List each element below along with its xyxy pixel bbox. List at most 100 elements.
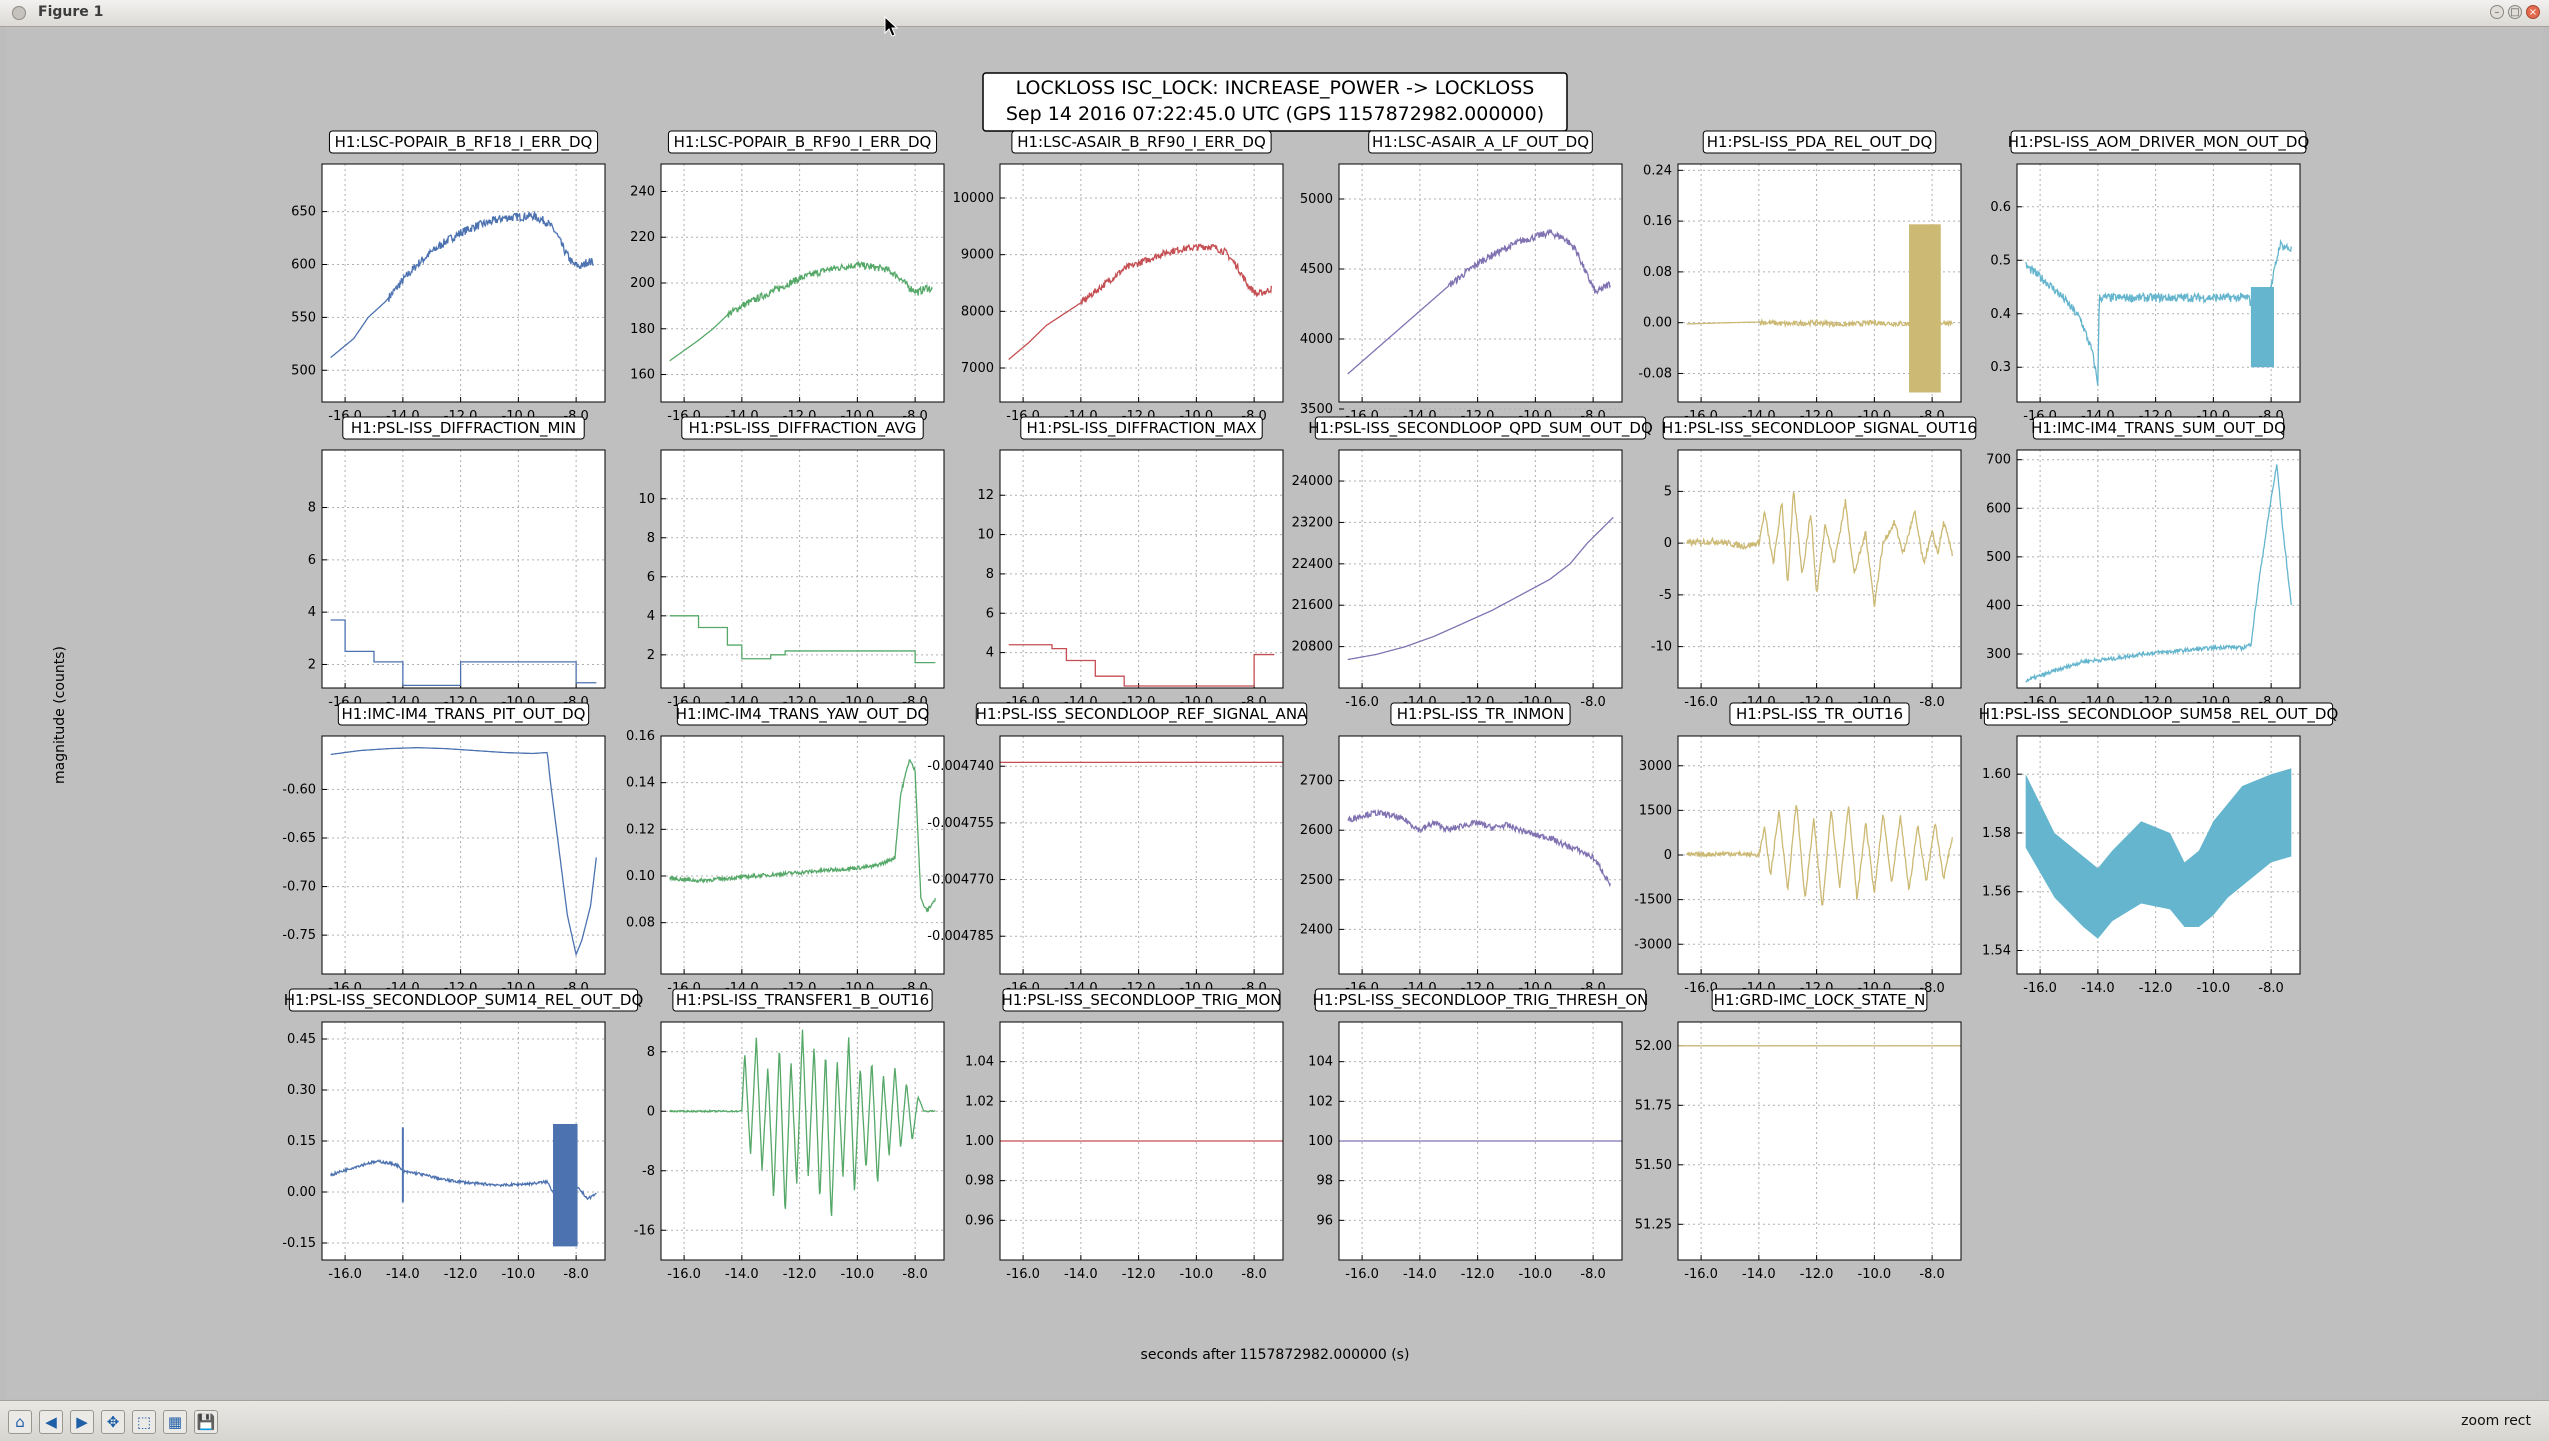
series-group — [1347, 808, 1612, 888]
subplot-title: H1:GRD-IMC_LOCK_STATE_N — [1714, 991, 1926, 1010]
series-group — [2025, 768, 2292, 939]
subplot-title-box — [1314, 416, 1647, 440]
series-line — [669, 1029, 936, 1216]
axes-background — [1339, 736, 1622, 974]
maximize-button[interactable]: □ — [2508, 5, 2522, 19]
series-group — [330, 1124, 597, 1247]
figure-suptitle: LOCKLOSS ISC_LOCK: INCREASE_POWER -> LOC… — [982, 72, 1568, 132]
back-button[interactable]: ◀ — [39, 1410, 63, 1434]
y-tick-label: 10 — [977, 528, 994, 543]
navigation-toolbar: ⌂ ◀ ▶ ✥ ⬚ ▦ 💾 zoom rect — [0, 1400, 2549, 1441]
subplot-title-box — [1983, 702, 2334, 726]
subplot-title-box — [667, 130, 938, 154]
x-tick-label: -12.0 — [444, 1267, 478, 1282]
figure-plot-area: LOCKLOSS ISC_LOCK: INCREASE_POWER -> LOC… — [52, 72, 2338, 1363]
subplot-21: -16.0 -14.0 -12.0 -10.0 -8.0 0.96 0.98 1.00 1.02… — [965, 988, 1284, 1282]
x-tick-label: -16.0 — [1345, 695, 1379, 710]
x-tick-label: -12.0 — [783, 1267, 817, 1282]
series-line — [1347, 516, 1614, 661]
y-tick-label: 0.3 — [1990, 360, 2011, 375]
subplot-title-box — [2010, 130, 2307, 154]
subplot-10: -16.0-14.0-12.0-10.0-8.02080021600224002… — [1292, 416, 1653, 710]
configure-subplots-button[interactable]: ▦ — [163, 1410, 187, 1434]
subplot-16: -16.0-14.0-12.0-10.0-8.02400250026002700… — [1300, 702, 1623, 996]
series-group — [2025, 238, 2292, 386]
subplot-22: -16.0 -14.0 -12.0 -10.0 -8.0 96 98 100 102 104 H1:… — [1308, 988, 1648, 1282]
x-tick-label: -14.0 — [1403, 1267, 1437, 1282]
series-line — [669, 759, 936, 913]
figure-canvas[interactable]: LOCKLOSS ISC_LOCK: INCREASE_POWER -> LOC… — [6, 27, 2543, 1399]
subplot-11: -16.0-14.0-12.0-10.0-8.0-10-505H1:PSL-IS… — [1651, 416, 1977, 710]
subplot-title-box — [1662, 416, 1977, 440]
subplot-title: H1:PSL-ISS_SECONDLOOP_TRIG_MON — [1001, 991, 1281, 1010]
subplot-20: -16.0 -14.0 -12.0 -10.0 -8.0 -16 -8 0 8 H1:PSL-IS… — [634, 988, 945, 1282]
y-tick-label: 0.00 — [287, 1185, 316, 1200]
y-tick-label: -0.65 — [282, 831, 316, 846]
y-tick-label: 6 — [647, 570, 655, 585]
axes-background — [1000, 736, 1283, 974]
subplot-title: H1:LSC-ASAIR_A_LF_OUT_DQ — [1372, 133, 1589, 152]
subplot-19: -16.0 -14.0 -12.0 -10.0 -8.0 -0.15 0.00 0.15 0.3… — [282, 988, 644, 1282]
y-tick-label: 23200 — [1292, 515, 1333, 530]
window-titlebar: Figure 1 – □ × — [0, 0, 2549, 27]
axes-background — [1000, 450, 1283, 688]
y-tick-label: -0.004770 — [927, 873, 994, 888]
subplot-9: -16.0-14.0-12.0-10.0-8.04681012H1:PSL-IS… — [977, 416, 1284, 710]
x-tick-label: -8.0 — [1580, 1267, 1605, 1282]
series-band — [553, 1124, 578, 1247]
axes-frame — [1677, 163, 1962, 403]
axes-frame — [660, 449, 945, 689]
series-line — [1686, 804, 1953, 906]
subplot-title: H1:PSL-ISS_SECONDLOOP_QPD_SUM_OUT_DQ — [1308, 419, 1653, 438]
x-tick-label: -10.0 — [841, 1267, 875, 1282]
y-tick-label: 0.15 — [287, 1134, 316, 1149]
y-tick-label: 4 — [308, 605, 316, 620]
x-tick-label: -10.0 — [2197, 981, 2231, 996]
y-tick-label: 24000 — [1292, 474, 1333, 489]
y-tick-label: 8 — [647, 531, 655, 546]
subplot-title-box — [1002, 988, 1281, 1012]
subplot-title: H1:PSL-ISS_SECONDLOOP_SUM14_REL_OUT_DQ — [284, 991, 644, 1010]
forward-button[interactable]: ▶ — [70, 1410, 94, 1434]
minimize-button[interactable]: – — [2490, 5, 2504, 19]
series-group — [330, 619, 597, 687]
subplot-title-box — [288, 988, 639, 1012]
subplot-title: H1:PSL-ISS_AOM_DRIVER_MON_OUT_DQ — [2008, 133, 2310, 152]
x-tick-label: -16.0 — [1684, 695, 1718, 710]
pan-button[interactable]: ✥ — [101, 1410, 125, 1434]
series-group — [1686, 804, 1953, 906]
axes-frame — [1338, 735, 1623, 975]
zoom-button[interactable]: ⬚ — [132, 1410, 156, 1434]
y-tick-label: 0.16 — [1643, 214, 1672, 229]
axes-frame — [1338, 449, 1623, 689]
y-tick-label: 8 — [647, 1045, 655, 1060]
y-tick-label: 22400 — [1292, 557, 1333, 572]
series-envelope — [2025, 768, 2292, 939]
series-line — [2025, 238, 2292, 386]
subplot-17: -16.0-14.0-12.0-10.0-8.0-3000-1500015003… — [1634, 702, 1962, 996]
series-line — [1347, 228, 1611, 375]
close-button[interactable]: × — [2526, 5, 2540, 19]
x-tick-label: -10.0 — [502, 1267, 536, 1282]
y-tick-label: 0.30 — [287, 1083, 316, 1098]
y-tick-label: 3000 — [1639, 759, 1672, 774]
axes-frame — [2016, 163, 2301, 403]
y-tick-label: 21600 — [1292, 598, 1333, 613]
x-tick-label: -10.0 — [1519, 1267, 1553, 1282]
series-line — [1008, 243, 1273, 360]
subplot-3: -16.0-14.0-12.0-10.0-8.07000800090001000… — [953, 130, 1284, 424]
axes-frame — [999, 449, 1284, 689]
axes-frame — [999, 1021, 1284, 1261]
y-tick-label: 10000 — [953, 191, 994, 206]
save-button[interactable]: 💾 — [194, 1410, 218, 1434]
axes-frame — [1338, 163, 1623, 403]
x-tick-label: -8.0 — [1919, 695, 1944, 710]
y-tick-label: -0.15 — [282, 1236, 316, 1251]
subplot-title: H1:PSL-ISS_SECONDLOOP_SIGNAL_OUT16 — [1662, 419, 1977, 438]
subplot-title: H1:PSL-ISS_TRANSFER1_B_OUT16 — [676, 991, 929, 1010]
suptitle-box — [982, 72, 1568, 132]
home-button[interactable]: ⌂ — [8, 1410, 32, 1434]
figure-xlabel: seconds after 1157872982.000000 (s) — [1141, 1347, 1410, 1363]
subplot-title-box — [1390, 702, 1571, 726]
subplot-23: -16.0 -14.0 -12.0 -10.0 -8.0 51.25 51.50 51.75 5… — [1635, 988, 1962, 1282]
